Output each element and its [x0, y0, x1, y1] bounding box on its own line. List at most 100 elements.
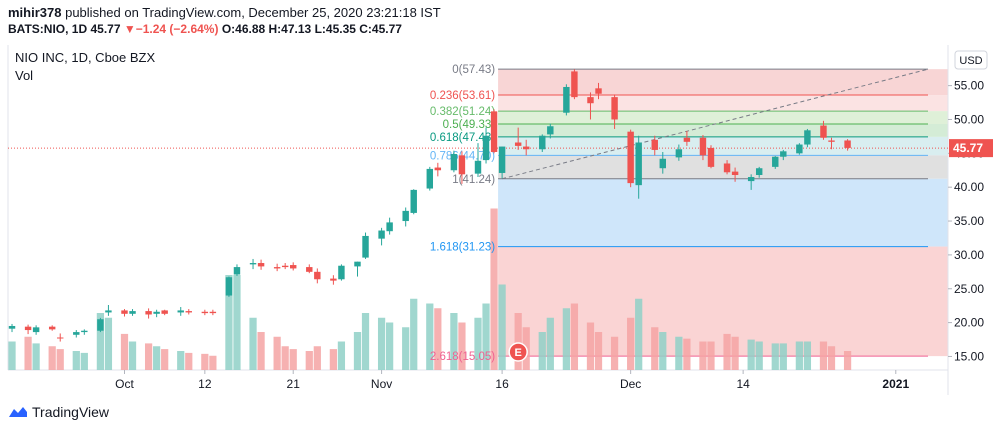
fib-zone-4 — [498, 136, 948, 156]
candle-body — [185, 311, 192, 313]
candle-body — [828, 140, 835, 142]
volume-bar — [281, 346, 289, 370]
volume-bar — [120, 333, 129, 370]
candle-body — [747, 177, 755, 182]
candle-body — [8, 325, 16, 329]
volume-bar — [233, 275, 241, 370]
volume-bar — [377, 317, 386, 370]
y-tick-label: 20.00 — [954, 316, 984, 330]
candle-body — [571, 71, 578, 98]
volume-bar — [819, 341, 828, 370]
author-name[interactable]: mihir378 — [8, 5, 62, 20]
fib-level-label-6: 1(41.24) — [452, 174, 495, 186]
candle-body — [225, 277, 233, 296]
fib-level-label-4: 0.618(47.43) — [430, 132, 495, 144]
fib-level-label-3: 0.5(49.33) — [443, 119, 496, 131]
candle-body — [273, 267, 281, 269]
candle-body — [153, 311, 160, 314]
candle-body — [490, 111, 498, 152]
candle-body — [330, 278, 337, 281]
fib-level-label-8: 2.618(15.05) — [430, 351, 495, 363]
volume-bar — [353, 332, 362, 370]
ohlc-high: H:47.13 — [268, 22, 312, 36]
candle-body — [563, 86, 570, 113]
candle-body — [611, 97, 618, 120]
y-tick-label: 25.00 — [954, 282, 984, 296]
candle-body — [796, 144, 803, 154]
candle-body — [233, 267, 241, 275]
volume-bar — [659, 332, 667, 370]
x-tick-label: 16 — [495, 377, 509, 391]
price-chart[interactable]: 0(57.43) 0.236(53.61) 0.382(51.24)0.5(49.3… — [0, 40, 1000, 402]
candle-body — [249, 263, 257, 265]
candle-body — [386, 222, 393, 232]
candle-body — [458, 155, 466, 175]
publish-header: mihir378 published on TradingView.com, D… — [8, 4, 441, 38]
volume-bar — [225, 275, 233, 370]
earnings-marker-label: E — [514, 347, 521, 359]
fib-level-label-2: 0.382(51.24) — [430, 106, 495, 118]
volume-bar — [209, 355, 217, 370]
y-tick-label: 55.00 — [954, 79, 984, 93]
volume-bar — [289, 349, 297, 370]
volume-bar — [361, 313, 370, 370]
currency-button — [954, 50, 988, 70]
candle-body — [723, 163, 731, 173]
footer-brand[interactable]: TradingView — [8, 404, 109, 420]
candle-body — [595, 88, 602, 94]
ohlc-symbol: BATS:NIO, 1D — [8, 22, 88, 36]
candle-body — [731, 171, 739, 175]
fib-level-label-0: 0(57.43) — [452, 64, 495, 76]
volume-bar — [731, 336, 739, 370]
y-tick-label: 40.00 — [954, 180, 984, 194]
candle-body — [539, 135, 546, 150]
volume-bar — [104, 317, 113, 370]
last-price-label: 45.77 — [953, 141, 983, 155]
ohlc-last: 45.77 — [90, 22, 121, 36]
volume-bar — [386, 322, 394, 370]
volume-bar — [337, 341, 346, 370]
volume-bar — [795, 341, 803, 370]
volume-bar — [402, 327, 410, 370]
volume-bar — [755, 341, 763, 370]
volume-bar — [699, 341, 707, 370]
volume-bar — [803, 341, 812, 370]
volume-bar — [450, 313, 458, 370]
volume-bar — [675, 336, 683, 370]
last-price-badge — [949, 139, 993, 158]
candle-body — [707, 147, 715, 167]
candle-body — [659, 158, 666, 169]
volume-bar — [273, 336, 281, 370]
volume-bar — [586, 322, 595, 370]
candle-body — [683, 137, 691, 142]
candle-body — [281, 265, 289, 268]
candle-body — [338, 265, 345, 280]
candle-body — [755, 168, 763, 175]
candle-body — [121, 310, 128, 314]
candle-body — [105, 310, 112, 313]
volume-bar — [72, 351, 80, 370]
publish-info: published on TradingView.com, December 2… — [61, 5, 441, 20]
publish-line: mihir378 published on TradingView.com, D… — [8, 4, 441, 21]
volume-bar — [538, 332, 546, 370]
volume-bar — [546, 317, 554, 370]
x-tick-label: 2021 — [882, 377, 909, 391]
x-tick-label: Oct — [115, 377, 134, 391]
candle-body — [804, 130, 811, 145]
candle-body — [402, 210, 409, 222]
volume-bar — [570, 303, 579, 370]
volume-bar — [490, 208, 498, 370]
candle-body — [48, 326, 56, 330]
volume-bar — [482, 303, 490, 370]
y-tick-label: 30.00 — [954, 248, 984, 262]
chart-title: NIO INC, 1D, Cboe BZX — [15, 50, 155, 65]
candle-body — [675, 149, 683, 158]
volume-bar — [249, 317, 257, 370]
fib-level-label-1: 0.236(53.61) — [430, 90, 495, 102]
earnings-marker-icon — [508, 342, 528, 362]
candle-body — [780, 151, 787, 157]
volume-bar — [498, 284, 506, 370]
volume-bar — [329, 349, 337, 370]
candle-body — [209, 311, 217, 314]
candle-body — [627, 131, 634, 184]
